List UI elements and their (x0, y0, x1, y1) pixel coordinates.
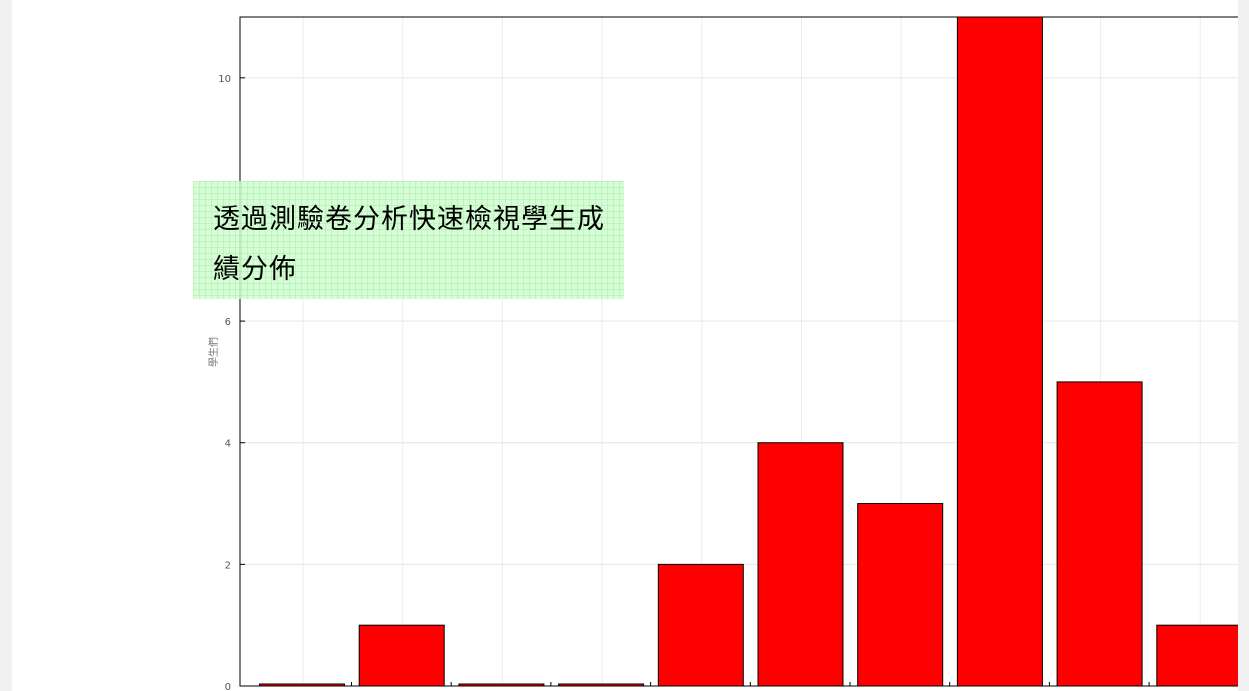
y-tick-label: 0 (225, 682, 231, 691)
y-ticks: 0 2 4 6 10 (218, 74, 245, 691)
y-tick-label: 10 (218, 74, 231, 85)
bar-7 (956, 16, 1043, 687)
callout-box: 透過測驗卷分析快速檢視學生成績分佈 (193, 181, 624, 299)
bar-1 (358, 624, 445, 687)
score-distribution-chart: 0 2 4 6 10 學生們 (207, 16, 1238, 691)
y-tick-label: 2 (225, 560, 231, 571)
bar-5 (757, 442, 844, 687)
bar-4 (657, 563, 744, 687)
y-tick-label: 4 (225, 439, 231, 450)
page: 0 2 4 6 10 學生們 透過測驗卷分析快速檢視學生成績分佈 (12, 0, 1238, 691)
callout-text: 透過測驗卷分析快速檢視學生成績分佈 (213, 204, 605, 285)
y-axis-label: 學生們 (207, 337, 220, 367)
bars (259, 16, 1238, 687)
x-ticks (351, 682, 1150, 686)
plot-frame (239, 16, 1238, 687)
y-tick-label: 6 (225, 317, 231, 328)
bar-6 (857, 503, 944, 687)
bar-8 (1056, 381, 1143, 687)
bar-9 (1156, 624, 1238, 687)
